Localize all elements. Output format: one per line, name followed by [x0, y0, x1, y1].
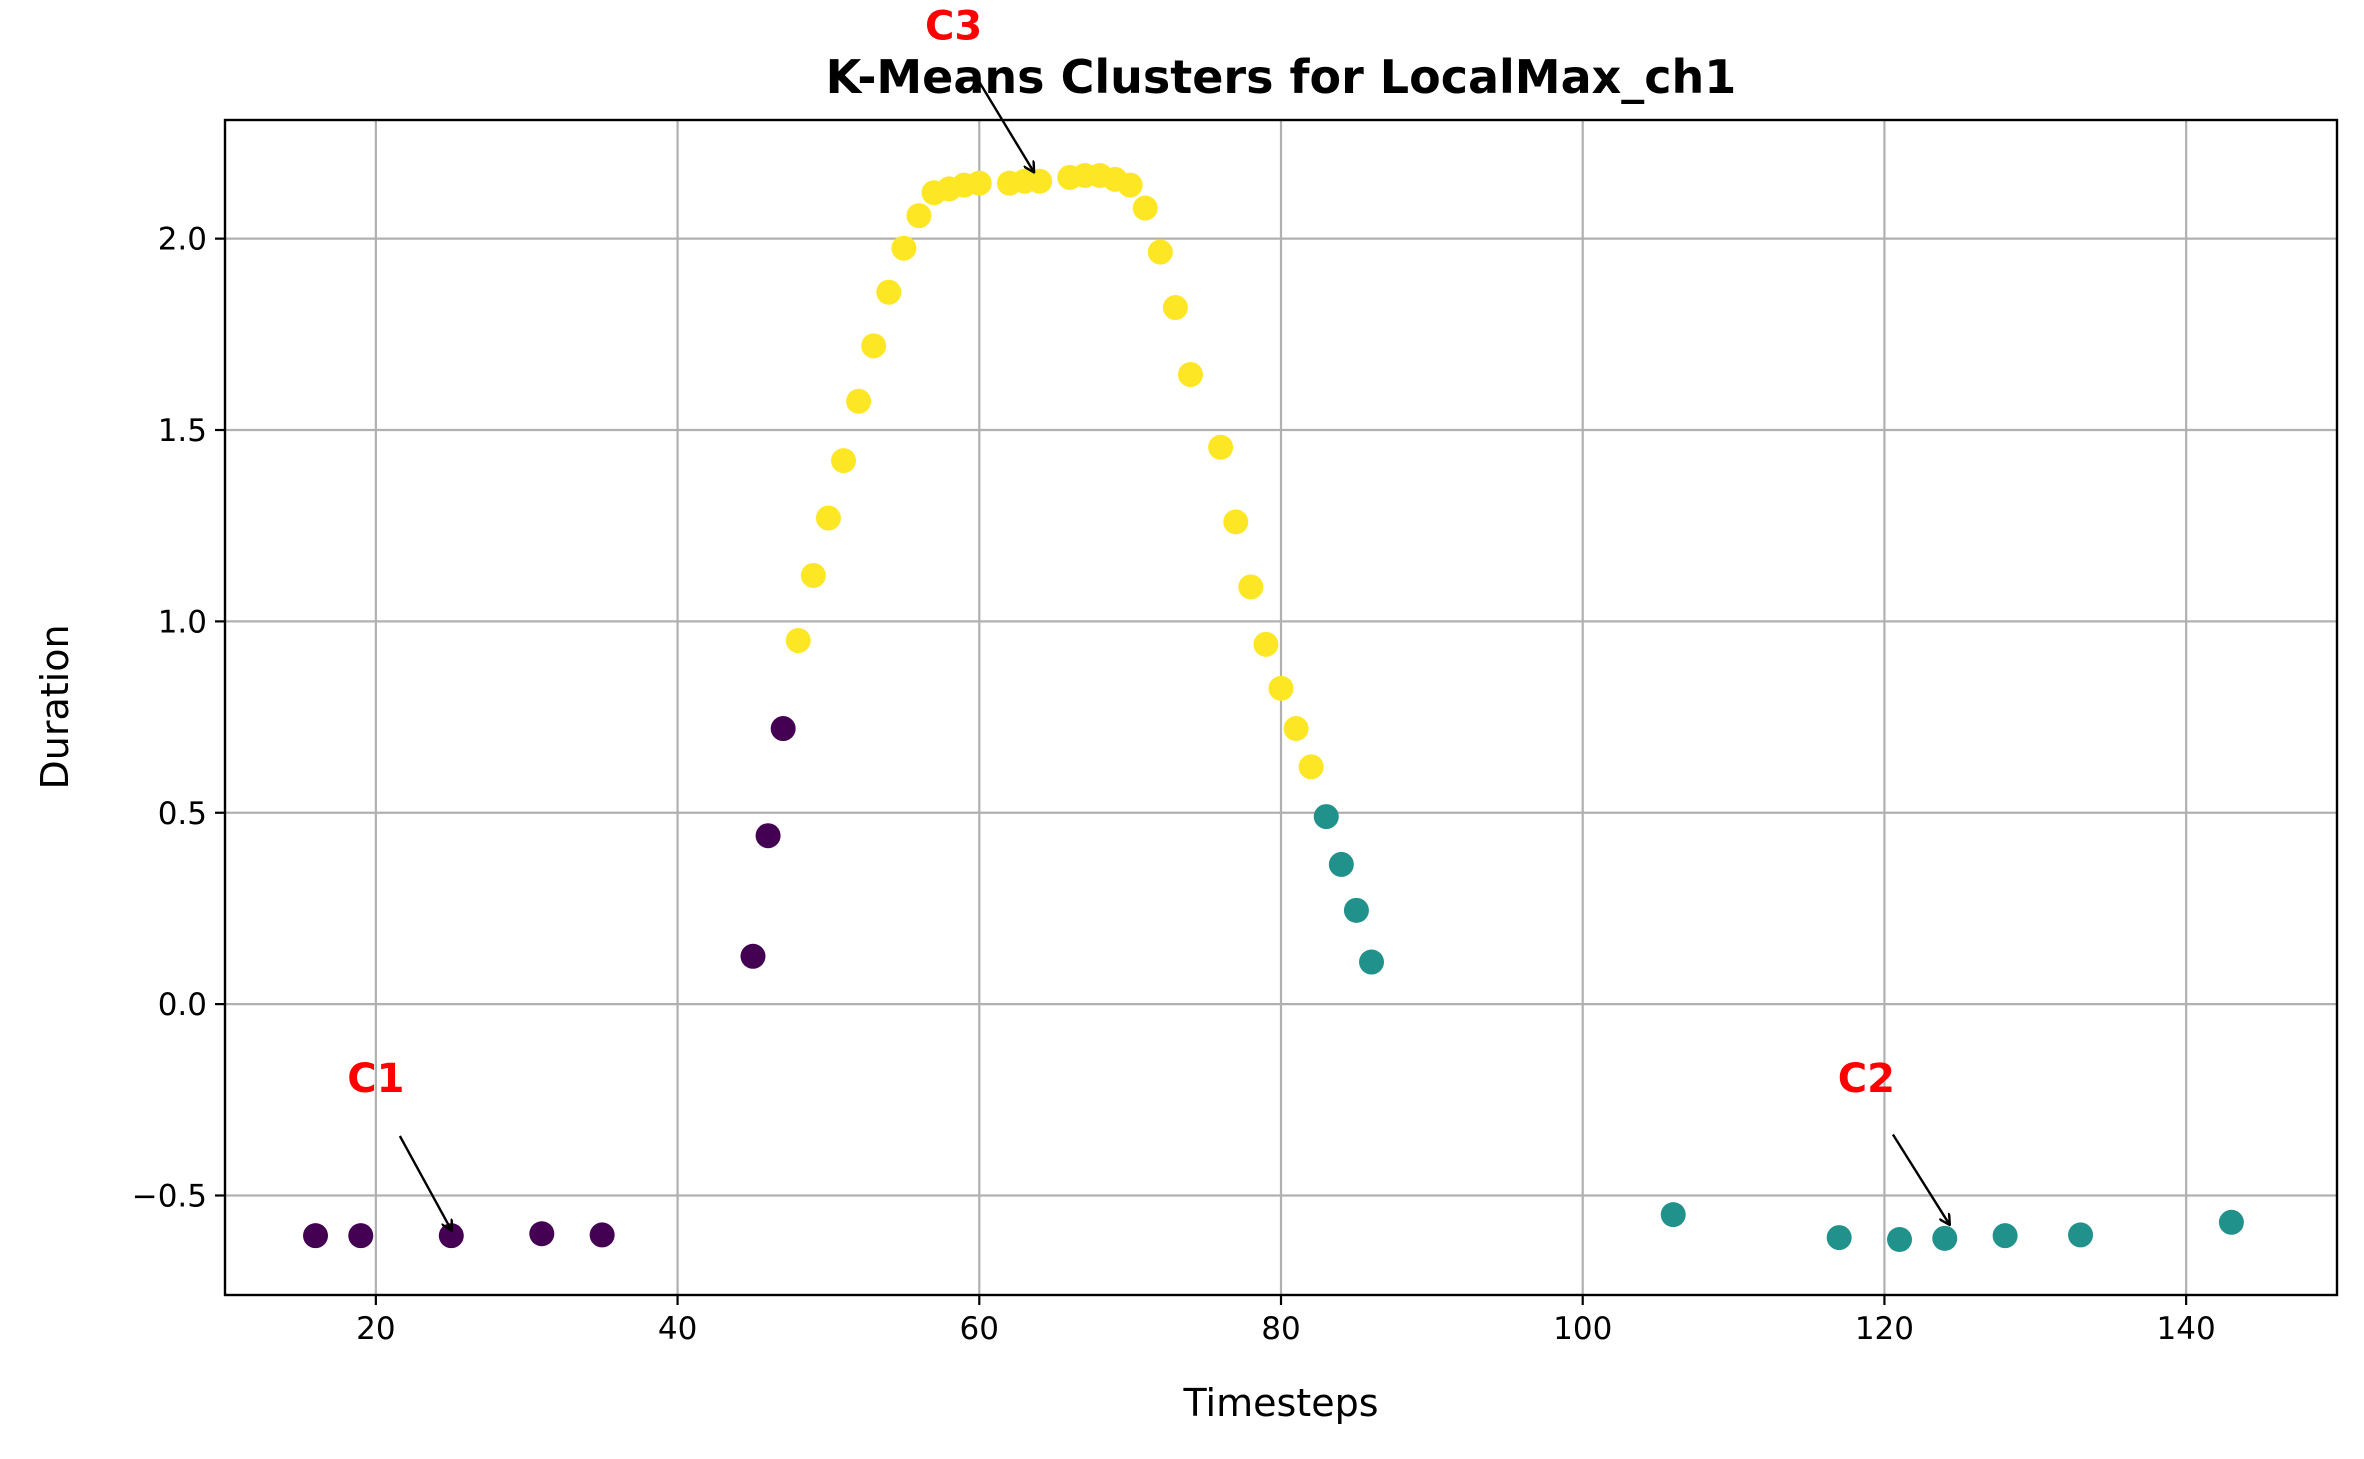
data-point	[1660, 1202, 1686, 1228]
annotation-label: C2	[1838, 1056, 1895, 1102]
annotation-arrow	[398, 1135, 451, 1230]
x-tick-label: 120	[1855, 1311, 1914, 1347]
data-point	[1283, 716, 1309, 742]
data-point	[1298, 754, 1324, 780]
data-point	[1328, 851, 1354, 877]
data-point	[1238, 574, 1264, 600]
annotations: C1 C2 C3	[347, 4, 1949, 1230]
data-point	[529, 1221, 555, 1247]
series-2	[1313, 804, 2244, 1253]
axis-ticks: 20 40 60 80 100 120 140 −0.5 0.0 0.5 1.0 1.5 2.0	[132, 222, 2216, 1347]
data-point	[1359, 949, 1385, 975]
data-point	[1268, 675, 1294, 701]
data-point	[800, 562, 826, 588]
y-tick-label: 2.0	[158, 222, 207, 258]
data-point	[1992, 1223, 2018, 1249]
data-point	[815, 505, 841, 531]
annotation-arrow	[978, 81, 1034, 171]
x-tick-label: 140	[2157, 1311, 2216, 1347]
grid	[225, 120, 2337, 1295]
x-tick-label: 100	[1553, 1311, 1612, 1347]
data-point	[1343, 897, 1369, 923]
y-tick-label: 1.5	[158, 413, 207, 449]
data-point	[1313, 804, 1339, 830]
y-tick-label: 1.0	[158, 604, 207, 640]
series-3	[785, 162, 1324, 780]
data-point	[1117, 172, 1143, 198]
y-tick-label: −0.5	[132, 1178, 207, 1214]
data-point	[1826, 1225, 1852, 1251]
data-point	[1208, 434, 1234, 460]
data-point	[2068, 1222, 2094, 1248]
data-point	[1027, 168, 1053, 194]
annotation-arrow	[1891, 1133, 1949, 1224]
y-axis-label: Duration	[33, 624, 77, 789]
x-tick-label: 60	[960, 1311, 999, 1347]
data-point	[891, 235, 917, 261]
data-points	[303, 162, 2244, 1253]
data-point	[303, 1223, 329, 1249]
data-point	[1932, 1225, 1958, 1251]
data-point	[966, 170, 992, 196]
data-point	[831, 448, 857, 474]
data-point	[1147, 239, 1173, 265]
data-point	[785, 628, 811, 654]
data-point	[1887, 1227, 1913, 1253]
data-point	[1132, 195, 1158, 221]
data-point	[740, 943, 766, 969]
series-1	[303, 716, 796, 1249]
data-point	[755, 823, 781, 849]
data-point	[906, 203, 932, 229]
y-tick-label: 0.5	[158, 796, 207, 832]
data-point	[876, 279, 902, 305]
data-point	[589, 1222, 615, 1248]
data-point	[1223, 509, 1249, 535]
annotation-label: C3	[925, 4, 982, 50]
annotation-label: C1	[347, 1056, 404, 1102]
data-point	[861, 333, 887, 359]
data-point	[1253, 631, 1279, 657]
x-tick-label: 80	[1261, 1311, 1300, 1347]
x-tick-label: 20	[356, 1311, 395, 1347]
chart-title: K-Means Clusters for LocalMax_ch1	[826, 50, 1737, 104]
y-tick-label: 0.0	[158, 987, 207, 1023]
data-point	[1162, 295, 1188, 321]
data-point	[2218, 1209, 2244, 1235]
x-axis-label: Timesteps	[1183, 1381, 1379, 1425]
x-tick-label: 40	[658, 1311, 697, 1347]
data-point	[438, 1223, 464, 1249]
data-point	[348, 1223, 374, 1249]
data-point	[770, 716, 796, 742]
data-point	[1177, 362, 1203, 388]
data-point	[846, 388, 872, 414]
